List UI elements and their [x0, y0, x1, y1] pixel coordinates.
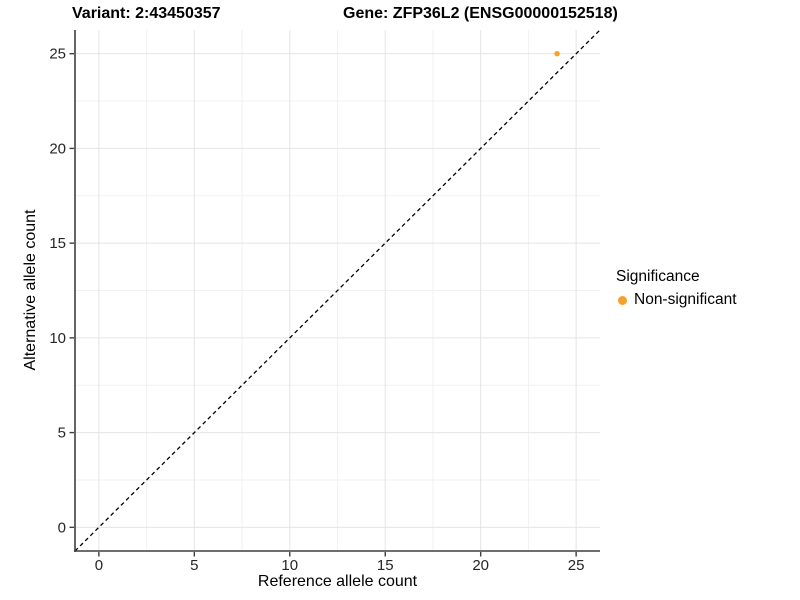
- y-tick-label: 15: [49, 235, 66, 252]
- x-tick-label: 10: [281, 557, 298, 574]
- legend-title: Significance: [616, 268, 700, 285]
- x-axis-label: Reference allele count: [257, 573, 418, 590]
- x-tick-label: 5: [190, 557, 198, 574]
- figure-title-variant: Variant: 2:43450357: [72, 5, 221, 22]
- figure-title-gene: Gene: ZFP36L2 (ENSG00000152518): [343, 5, 618, 22]
- identity-line: [74, 29, 601, 552]
- y-tick-label: 20: [49, 140, 66, 157]
- y-tick-label: 10: [49, 330, 66, 347]
- y-tick-label: 5: [58, 425, 66, 442]
- legend: Significance Non-significant: [616, 268, 737, 309]
- x-tick-label: 15: [377, 557, 394, 574]
- legend-item: Non-significant: [618, 291, 737, 309]
- y-tick-label: 25: [49, 46, 66, 63]
- legend-point-icon: [618, 295, 627, 305]
- x-tick-label: 25: [568, 557, 585, 574]
- legend-item-label: Non-significant: [634, 291, 737, 308]
- x-tick-label: 20: [472, 557, 489, 574]
- data-point: [554, 50, 560, 57]
- y-tick-label: 0: [58, 519, 66, 536]
- x-tick-label: 0: [95, 557, 103, 574]
- y-axis-label: Alternative allele count: [22, 209, 39, 371]
